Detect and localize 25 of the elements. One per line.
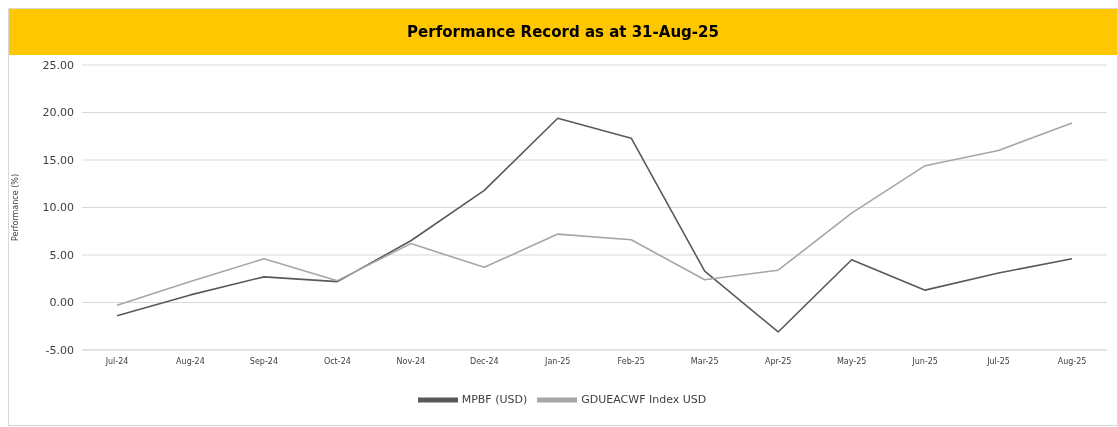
x-tick-label: Aug-25 xyxy=(1057,356,1087,366)
y-tick-label: 25.00 xyxy=(42,58,74,72)
x-tick-label: Dec-24 xyxy=(470,356,499,366)
x-tick-label: Feb-25 xyxy=(617,356,645,366)
x-tick-label: Oct-24 xyxy=(323,356,351,366)
y-tick-label: 0.00 xyxy=(49,296,74,310)
y-tick-label: 20.00 xyxy=(42,106,74,120)
x-tick-label: Jan-25 xyxy=(544,356,571,366)
x-tick-label: Jun-25 xyxy=(911,356,938,366)
x-tick-label: Aug-24 xyxy=(176,356,205,366)
x-tick-label: Jul-25 xyxy=(986,356,1010,366)
x-tick-label: Jul-24 xyxy=(104,356,129,366)
x-tick-label: Apr-25 xyxy=(764,356,792,366)
y-tick-label: 15.00 xyxy=(42,153,74,167)
y-tick-label: -5.00 xyxy=(45,343,74,357)
x-tick-label: May-25 xyxy=(836,356,867,366)
chart-title: Performance Record as at 31-Aug-25 xyxy=(9,9,1117,55)
y-tick-label: 5.00 xyxy=(49,248,74,262)
x-tick-label: Mar-25 xyxy=(690,356,719,366)
legend-label: MPBF (USD) xyxy=(461,393,528,406)
legend-label: GDUEACWF Index USD xyxy=(581,393,707,406)
y-axis-title: Performance (%) xyxy=(10,173,20,242)
x-tick-label: Sep-24 xyxy=(249,356,278,366)
y-tick-label: 10.00 xyxy=(42,201,74,215)
x-tick-label: Nov-24 xyxy=(396,356,426,366)
